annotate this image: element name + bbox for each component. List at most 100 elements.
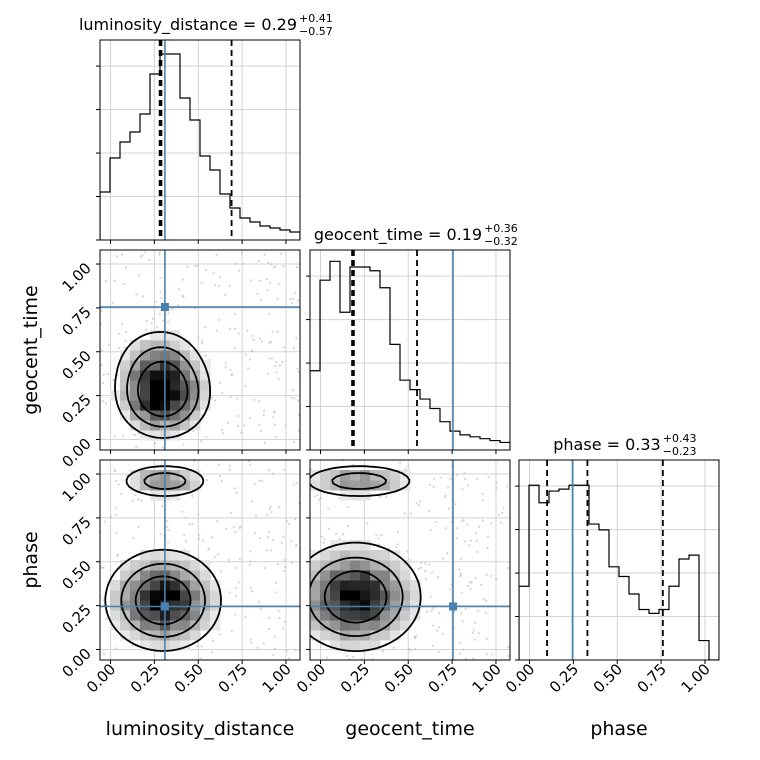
sample-point — [497, 513, 500, 517]
sample-point — [158, 251, 161, 254]
density-cell — [150, 640, 161, 651]
sample-point — [230, 511, 233, 515]
y-tick-label: 0.00 — [58, 645, 94, 681]
sample-point — [486, 535, 489, 539]
sample-point — [417, 504, 420, 507]
sample-point — [481, 499, 484, 502]
density-cell — [130, 630, 141, 641]
sample-point — [285, 649, 288, 652]
sample-point — [210, 396, 213, 400]
density-cell — [150, 580, 161, 591]
sample-point — [158, 253, 161, 256]
sample-point — [120, 492, 123, 495]
sample-point — [453, 610, 456, 614]
density-cell — [380, 610, 391, 621]
sample-point — [396, 543, 399, 546]
density-cell — [320, 580, 331, 591]
density-cell — [210, 620, 221, 631]
sample-point — [283, 569, 286, 573]
sample-point — [472, 629, 475, 632]
sample-point — [251, 334, 254, 338]
sample-point — [181, 510, 184, 513]
sample-point — [479, 583, 483, 586]
density-cell — [310, 580, 321, 591]
density-cell — [370, 610, 381, 621]
y-tick-label: 0.75 — [58, 513, 94, 549]
density-cell — [360, 570, 371, 581]
sample-point — [310, 467, 313, 471]
sample-point — [428, 483, 431, 487]
density-cell — [200, 580, 211, 591]
sample-point — [288, 657, 291, 660]
density-cell — [120, 570, 131, 581]
sample-point — [417, 567, 421, 571]
density-cell — [150, 470, 161, 481]
sample-point — [433, 477, 436, 480]
density-cell — [180, 550, 191, 561]
sample-point — [250, 641, 253, 644]
sample-point — [495, 481, 498, 484]
x-tick-label: 0.75 — [634, 660, 670, 696]
density-cell — [180, 620, 191, 631]
density-cell — [140, 560, 151, 571]
density-cell — [200, 380, 211, 391]
sample-point — [281, 360, 284, 363]
density-cell — [320, 620, 331, 631]
x-tick-label: 1.00 — [258, 660, 294, 696]
density-cell — [150, 430, 161, 441]
sample-point — [151, 317, 154, 320]
density-cell — [120, 590, 131, 601]
density-cell — [130, 350, 141, 361]
sample-point — [123, 282, 126, 286]
sample-point — [198, 534, 201, 537]
panel-frame — [518, 459, 720, 661]
density-cell — [180, 410, 191, 421]
density-cell — [400, 610, 411, 621]
density-cell — [390, 470, 401, 481]
density-cell — [170, 550, 181, 561]
panel-title-luminosity_distance: luminosity_distance = 0.29 — [79, 15, 297, 35]
density-cell — [150, 370, 161, 381]
density-cell — [340, 600, 351, 611]
contour-line — [120, 472, 206, 638]
sample-point — [120, 322, 123, 325]
sample-point — [487, 476, 490, 479]
density-cell — [120, 350, 131, 361]
sample-point — [277, 377, 280, 381]
x-tick-label: 0.50 — [381, 660, 417, 696]
sample-point — [418, 500, 421, 503]
sample-point — [295, 337, 298, 340]
sample-point — [507, 646, 510, 649]
density-cell — [110, 590, 121, 601]
sample-point — [273, 410, 276, 414]
density-cell — [410, 590, 421, 601]
sample-point — [295, 544, 298, 547]
sample-point — [429, 528, 432, 531]
sample-point — [277, 563, 280, 566]
density-cell — [120, 380, 131, 391]
sample-point — [194, 264, 197, 268]
sample-point — [348, 657, 351, 660]
density-cell — [330, 550, 341, 561]
sample-point — [132, 537, 135, 540]
density-cell — [170, 370, 181, 381]
density-cell — [180, 390, 191, 401]
sample-point — [159, 290, 162, 293]
density-cell — [130, 570, 141, 581]
sample-point — [407, 464, 410, 467]
sample-point — [346, 506, 349, 509]
sample-point — [134, 493, 137, 497]
density-cell — [330, 640, 341, 651]
density-cell — [190, 600, 201, 611]
sample-point — [490, 522, 493, 525]
density-cell — [170, 590, 181, 601]
density-cell — [170, 480, 181, 491]
sample-point — [101, 382, 105, 385]
sample-point — [296, 266, 299, 269]
sample-point — [282, 265, 285, 268]
sample-point — [158, 312, 161, 316]
sample-point — [267, 261, 270, 264]
density-cell — [190, 560, 201, 571]
x-tick-label: 1.00 — [677, 660, 713, 696]
sample-point — [439, 476, 442, 479]
